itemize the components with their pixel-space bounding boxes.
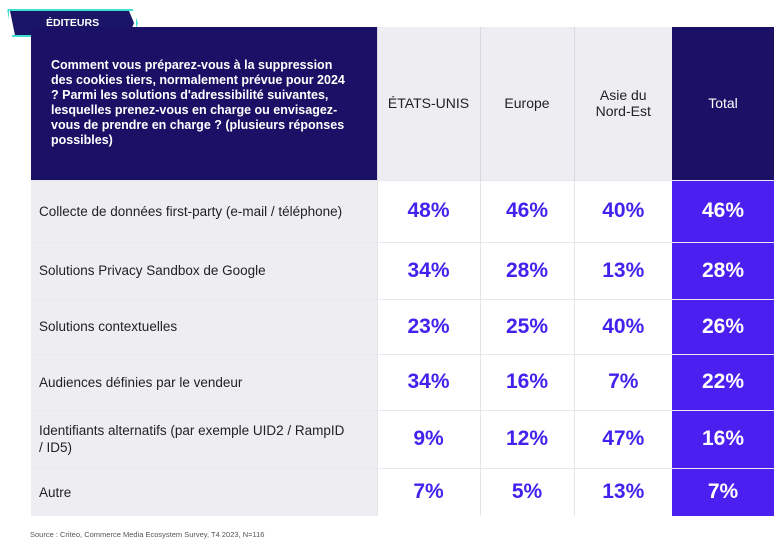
value-cell: 5%	[479, 467, 574, 516]
value-cell: 28%	[479, 241, 574, 299]
question-text: Comment vous préparez-vous à la suppress…	[31, 27, 377, 180]
value-cell: 22%	[672, 353, 774, 410]
row-label: Autre	[31, 467, 377, 516]
row-label: Collecte de données first-party (e-mail …	[31, 179, 377, 242]
value-cell: 28%	[672, 241, 774, 299]
header-row: Comment vous préparez-vous à la suppress…	[31, 27, 774, 180]
results-table: Comment vous préparez-vous à la suppress…	[31, 27, 774, 516]
column-header-europe: Europe	[479, 27, 574, 180]
row-label: Identifiants alternatifs (par exemple UI…	[31, 409, 377, 468]
column-header-total: Total	[672, 27, 774, 180]
value-cell: 16%	[479, 353, 574, 410]
value-cell: 12%	[479, 409, 574, 468]
value-cell: 25%	[479, 298, 574, 354]
value-cell: 23%	[376, 298, 480, 354]
table-row: Solutions Privacy Sandbox de Google 34% 28…	[31, 241, 774, 299]
value-cell: 9%	[376, 409, 480, 468]
value-cell: 13%	[573, 467, 672, 516]
value-cell: 46%	[672, 179, 774, 242]
value-cell: 40%	[573, 179, 672, 242]
row-label: Audiences définies par le vendeur	[31, 353, 377, 410]
value-cell: 46%	[479, 179, 574, 242]
source-note: Source : Criteo, Commerce Media Ecosyste…	[30, 530, 265, 539]
column-header-ne-asia: Asie du Nord-Est	[573, 27, 672, 180]
row-label: Solutions Privacy Sandbox de Google	[31, 241, 377, 299]
value-cell: 40%	[573, 298, 672, 354]
value-cell: 7%	[376, 467, 480, 516]
row-label: Solutions contextuelles	[31, 298, 377, 354]
value-cell: 16%	[672, 409, 774, 468]
column-header-us: ÉTATS-UNIS	[376, 27, 480, 180]
table-row: Solutions contextuelles 23% 25% 40% 26%	[31, 298, 774, 354]
value-cell: 48%	[376, 179, 480, 242]
value-cell: 26%	[672, 298, 774, 354]
table-row: Identifiants alternatifs (par exemple UI…	[31, 409, 774, 468]
value-cell: 34%	[376, 241, 480, 299]
value-cell: 7%	[672, 467, 774, 516]
table-row: Autre 7% 5% 13% 7%	[31, 467, 774, 516]
value-cell: 13%	[573, 241, 672, 299]
column-header-ne-asia-label: Asie du Nord-Est	[595, 87, 651, 120]
value-cell: 7%	[573, 353, 672, 410]
value-cell: 34%	[376, 353, 480, 410]
value-cell: 47%	[573, 409, 672, 468]
table-row: Collecte de données first-party (e-mail …	[31, 179, 774, 242]
table-row: Audiences définies par le vendeur 34% 16% 7…	[31, 353, 774, 410]
